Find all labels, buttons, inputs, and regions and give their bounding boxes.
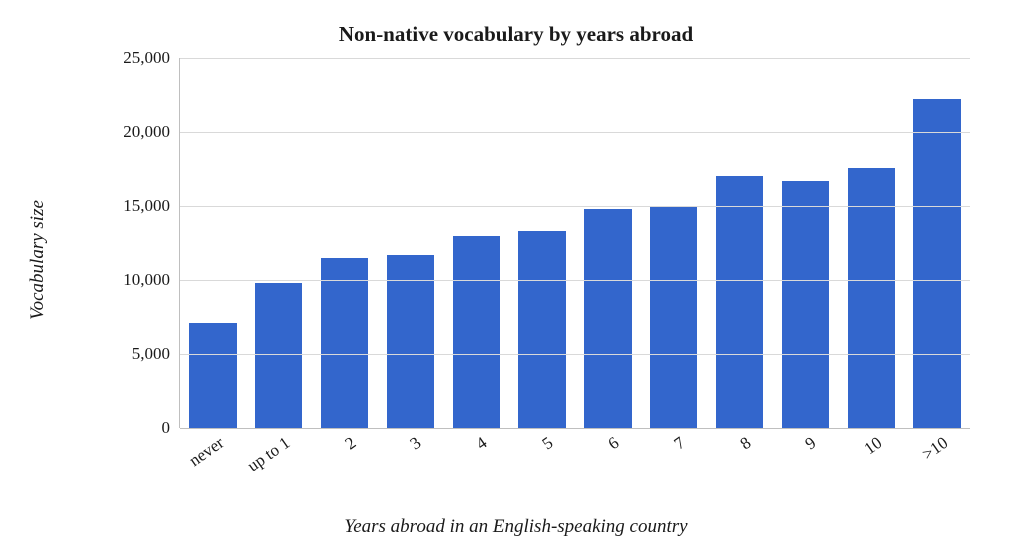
grid-line [180, 280, 970, 281]
x-tick-label: 3 [407, 433, 425, 454]
bar [913, 99, 960, 428]
bar-slot: 5 [509, 58, 575, 428]
y-tick-label: 20,000 [123, 122, 170, 142]
bar-slot: >10 [904, 58, 970, 428]
bar-slot: 8 [707, 58, 773, 428]
y-tick-label: 0 [162, 418, 171, 438]
grid-line [180, 58, 970, 59]
bar-slot: 10 [838, 58, 904, 428]
x-tick-label: >10 [919, 433, 952, 465]
bars-group: neverup to 12345678910>10 [180, 58, 970, 428]
x-tick-label: 5 [539, 433, 557, 454]
x-tick-label: 7 [670, 433, 688, 454]
y-tick-label: 15,000 [123, 196, 170, 216]
x-tick-label: 6 [604, 433, 622, 454]
x-tick-label: never [185, 433, 227, 471]
bar-slot: 2 [312, 58, 378, 428]
y-axis-line [179, 58, 180, 428]
bar [782, 181, 829, 428]
grid-line [180, 354, 970, 355]
chart-container: Non-native vocabulary by years abroad Vo… [0, 0, 1032, 550]
y-tick-label: 10,000 [123, 270, 170, 290]
bar [584, 209, 631, 428]
y-tick-label: 25,000 [123, 48, 170, 68]
x-tick-label: up to 1 [243, 433, 293, 476]
plot-area: neverup to 12345678910>10 05,00010,00015… [180, 58, 970, 428]
bar-slot: up to 1 [246, 58, 312, 428]
x-tick-label: 8 [736, 433, 754, 454]
bar-slot: 6 [575, 58, 641, 428]
chart-title: Non-native vocabulary by years abroad [0, 22, 1032, 47]
x-tick-label: 4 [473, 433, 491, 454]
grid-line [180, 206, 970, 207]
x-tick-label: 2 [341, 433, 359, 454]
bar-slot: never [180, 58, 246, 428]
bar-slot: 3 [377, 58, 443, 428]
grid-line [180, 132, 970, 133]
bar [650, 207, 697, 428]
bar [518, 231, 565, 428]
bar-slot: 4 [443, 58, 509, 428]
bar [189, 323, 236, 428]
bar [716, 176, 763, 428]
bar [453, 236, 500, 428]
bar [255, 283, 302, 428]
y-tick-label: 5,000 [132, 344, 170, 364]
bar-slot: 9 [772, 58, 838, 428]
bar-slot: 7 [641, 58, 707, 428]
bar [321, 258, 368, 428]
x-axis-line [180, 428, 970, 429]
y-axis-label: Vocabulary size [27, 200, 49, 320]
x-tick-label: 10 [861, 433, 886, 459]
x-tick-label: 9 [802, 433, 820, 454]
x-axis-label: Years abroad in an English-speaking coun… [0, 516, 1032, 538]
